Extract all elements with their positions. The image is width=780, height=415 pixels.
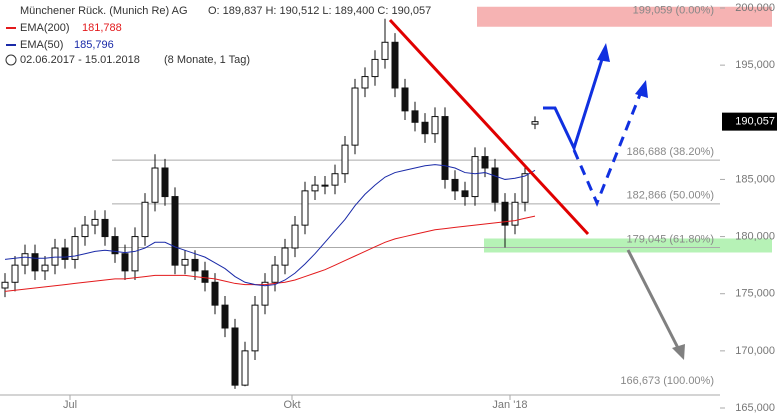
x-tick-label: Jul (63, 399, 77, 411)
fib-label: 182,866 (50.00%) (627, 190, 714, 202)
y-tick-label: 170,000 (735, 345, 775, 357)
y-tick-label: 195,000 (735, 59, 775, 71)
candle-body (31, 253, 39, 272)
candle-body (531, 121, 539, 125)
arrow-head (672, 344, 685, 360)
header-ohlc: O: 189,837 H: 190,512 L: 189,400 C: 190,… (208, 5, 431, 17)
candle-body (141, 201, 149, 238)
candle-body (81, 224, 89, 238)
y-tick-label: 185,000 (735, 173, 775, 185)
candle-body (301, 190, 309, 226)
candle-body (441, 116, 449, 180)
fib-label: 179,045 (61.80%) (627, 233, 714, 245)
candle-body (331, 173, 339, 186)
fib-label: 186,688 (38.20%) (627, 146, 714, 158)
candle-body (361, 76, 369, 89)
candle-body (91, 218, 99, 226)
support-band (484, 238, 772, 253)
candle-body (191, 258, 199, 272)
candle-body (61, 247, 69, 260)
candle-body (251, 304, 259, 352)
resistance-band (477, 6, 772, 27)
candle-body (181, 258, 189, 266)
legend-value: 185,796 (74, 39, 114, 51)
candle-body (311, 184, 319, 192)
x-tick-label: Jan '18 (492, 399, 527, 411)
legend-label: EMA(200) (20, 22, 70, 34)
candle-body (491, 167, 499, 203)
candle-body (461, 190, 469, 198)
candle-body (171, 196, 179, 266)
candle-body (131, 236, 139, 272)
candle-body (501, 201, 509, 226)
candle-body (41, 264, 49, 272)
candle-body (481, 156, 489, 169)
candle-body (451, 178, 459, 192)
candle-body (201, 270, 209, 283)
period-note: (8 Monate, 1 Tag) (164, 54, 250, 66)
candle-body (431, 116, 439, 135)
candle-body (261, 281, 269, 306)
period: 02.06.2017 - 15.01.2018 (20, 54, 140, 66)
candle-body (271, 264, 279, 283)
scenario-arrow (543, 55, 605, 153)
candle-body (421, 121, 429, 135)
ema-line (4, 215, 536, 292)
candle-body (471, 156, 479, 198)
candle-body (241, 350, 249, 386)
candle-body (381, 41, 389, 60)
header-title: Münchener Rück. (Munich Re) AG (20, 5, 188, 17)
y-tick-label: 200,000 (735, 2, 775, 14)
scenario-arrow-down (626, 249, 680, 349)
candle-body (401, 87, 409, 112)
clock-icon (5, 54, 17, 66)
candle-body (341, 144, 349, 175)
candle-body (371, 58, 379, 78)
arrow-head (635, 80, 648, 98)
candle-body (121, 253, 129, 272)
candle-body (351, 87, 359, 146)
ema-line (4, 164, 536, 287)
candle-body (161, 167, 169, 198)
y-tick-label: 165,000 (735, 402, 775, 414)
candle-body (391, 41, 399, 89)
scenario-arrow-dashed (572, 91, 643, 207)
candle-body (291, 224, 299, 249)
candle-body (231, 327, 239, 386)
candle-body (151, 167, 159, 203)
candle-body (281, 247, 289, 266)
y-tick-label: 175,000 (735, 288, 775, 300)
candle-body (51, 247, 59, 266)
candle-body (71, 236, 79, 260)
y-tick-label: 180,000 (735, 230, 775, 242)
candle-body (521, 173, 529, 203)
trend-line (388, 18, 590, 236)
legend-bg (0, 0, 270, 70)
candle-body (21, 253, 29, 266)
candle-body (211, 281, 219, 306)
candle-body (101, 218, 109, 238)
candle-body (221, 304, 229, 329)
candle-body (1, 281, 9, 289)
fib-label: 166,673 (100.00%) (620, 375, 714, 387)
legend-value: 181,788 (82, 22, 122, 34)
arrow-head (597, 43, 610, 62)
fib-label: 199,059 (0.00%) (633, 5, 714, 17)
x-tick-label: Okt (283, 399, 300, 411)
candle-body (511, 201, 519, 226)
price-marker (722, 112, 777, 131)
price-marker-label: 190,057 (735, 116, 775, 128)
candle-body (321, 184, 329, 187)
legend-label: EMA(50) (20, 39, 63, 51)
candle-body (411, 110, 419, 123)
candle-body (111, 236, 119, 255)
candle-body (11, 264, 19, 283)
